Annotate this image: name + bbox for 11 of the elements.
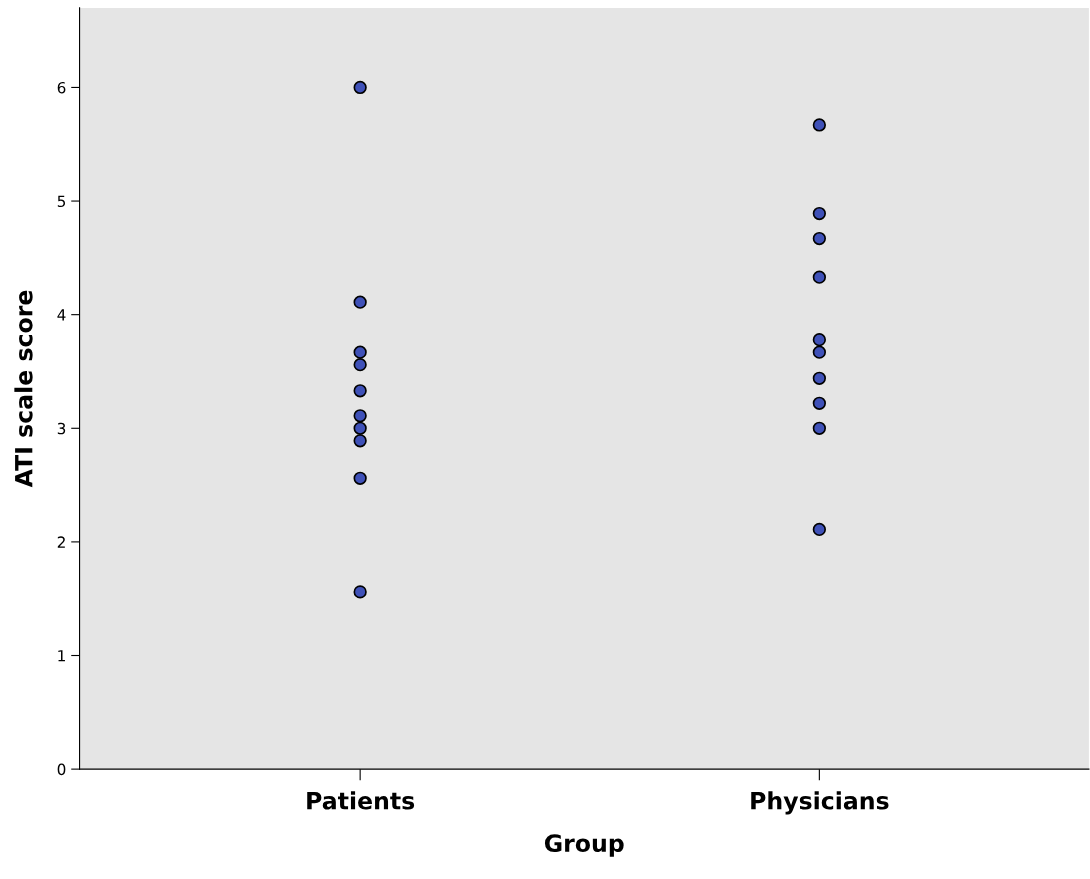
y-tick-label: 4 <box>57 309 66 321</box>
y-tick-label: 0 <box>57 763 66 776</box>
y-tick-label: 3 <box>57 422 66 435</box>
x-tick-label: Physicians <box>751 791 889 815</box>
y-tick-label: 2 <box>57 536 65 548</box>
y-tick-label: 5 <box>57 195 66 208</box>
x-axis-title: Group <box>544 834 624 857</box>
y-tick-label: 1 <box>58 650 65 662</box>
y-axis-title: ATI scale score <box>14 290 33 488</box>
y-tick-label: 6 <box>57 81 66 94</box>
x-tick-label: Patients <box>307 791 415 810</box>
